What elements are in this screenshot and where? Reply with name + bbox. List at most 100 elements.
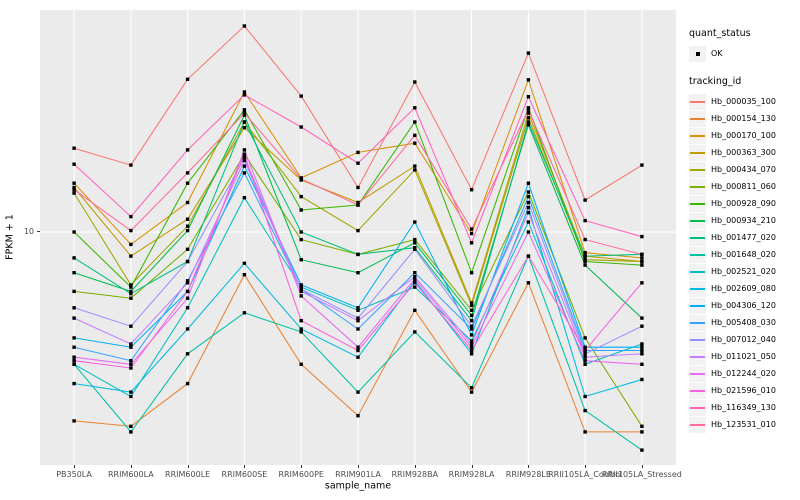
x-tick-mark bbox=[244, 465, 246, 468]
data-point bbox=[242, 156, 247, 160]
line-swatch-icon bbox=[690, 100, 705, 103]
data-point bbox=[526, 95, 531, 99]
data-point bbox=[413, 275, 417, 279]
legend-item-label: Hb_000363_300 bbox=[711, 148, 776, 157]
data-point bbox=[583, 258, 587, 262]
legend-key-line bbox=[689, 348, 706, 365]
data-point bbox=[413, 330, 417, 334]
data-point bbox=[640, 362, 644, 366]
legend-title-quant-status: quant_status bbox=[689, 28, 751, 39]
line-swatch-icon bbox=[690, 168, 705, 171]
x-tick-mark bbox=[528, 465, 530, 468]
data-point bbox=[526, 220, 531, 224]
legend-item: Hb_001477_020 bbox=[689, 229, 799, 246]
data-point bbox=[469, 319, 474, 323]
data-point bbox=[72, 362, 76, 366]
data-point bbox=[526, 281, 531, 285]
legend-item: Hb_012244_020 bbox=[689, 365, 799, 382]
data-point bbox=[526, 254, 531, 258]
data-point bbox=[299, 283, 303, 287]
line-swatch-icon bbox=[690, 321, 705, 324]
data-point bbox=[242, 158, 247, 163]
data-point bbox=[185, 381, 190, 386]
data-point bbox=[299, 362, 303, 366]
data-point bbox=[356, 252, 360, 257]
data-point bbox=[413, 308, 417, 312]
data-point bbox=[299, 237, 303, 242]
data-point bbox=[299, 327, 303, 331]
legend-key-line bbox=[689, 365, 706, 382]
line-swatch-icon bbox=[690, 372, 705, 375]
data-point bbox=[129, 292, 133, 296]
legend-item: Hb_000928_090 bbox=[689, 195, 799, 212]
data-point bbox=[640, 252, 644, 257]
data-point bbox=[640, 448, 644, 452]
legend-key-line bbox=[689, 195, 706, 212]
data-point bbox=[583, 237, 587, 242]
data-point bbox=[72, 381, 76, 386]
data-point bbox=[640, 430, 644, 434]
legend-item: Hb_000035_100 bbox=[689, 93, 799, 110]
x-tick-label: PB350LA bbox=[56, 470, 92, 479]
y-tick-mark bbox=[37, 231, 40, 232]
legend-key-line bbox=[689, 110, 706, 127]
data-point bbox=[526, 108, 531, 112]
data-point bbox=[299, 287, 303, 291]
data-point bbox=[129, 283, 133, 287]
data-point bbox=[469, 188, 474, 192]
legend-item: Hb_000811_060 bbox=[689, 178, 799, 195]
legend-item: Hb_001648_020 bbox=[689, 246, 799, 263]
legend-key-line bbox=[689, 297, 706, 314]
data-point bbox=[469, 342, 474, 346]
data-point bbox=[129, 366, 133, 370]
data-point bbox=[185, 247, 190, 251]
legend-item-label: Hb_021596_010 bbox=[711, 386, 776, 395]
data-point bbox=[185, 224, 190, 228]
data-point bbox=[129, 345, 133, 349]
x-tick-mark bbox=[130, 465, 132, 468]
x-tick-mark bbox=[585, 465, 587, 468]
data-point bbox=[413, 247, 417, 251]
legend-key-point bbox=[689, 45, 706, 62]
data-point bbox=[583, 259, 587, 264]
data-point bbox=[356, 150, 360, 155]
x-tick-mark bbox=[74, 465, 76, 468]
x-tick-mark bbox=[187, 465, 189, 468]
legend-item-label: Hb_004306_120 bbox=[711, 301, 776, 310]
legend-key-line bbox=[689, 229, 706, 246]
data-point bbox=[242, 90, 247, 94]
data-point bbox=[356, 308, 360, 312]
legend-item-label: Hb_001477_020 bbox=[711, 233, 776, 242]
data-point bbox=[469, 313, 474, 318]
line-swatch-icon bbox=[690, 236, 705, 239]
data-point bbox=[299, 294, 303, 298]
data-point bbox=[185, 77, 190, 81]
data-point bbox=[526, 78, 531, 82]
data-point bbox=[356, 319, 360, 323]
data-point bbox=[469, 303, 474, 308]
data-point bbox=[640, 256, 644, 260]
data-point bbox=[640, 352, 644, 356]
data-point bbox=[469, 327, 474, 331]
data-point bbox=[129, 430, 133, 434]
x-tick-label: RRIM901LA bbox=[335, 470, 381, 479]
data-point bbox=[413, 237, 417, 242]
legend-item-label: Hb_000154_130 bbox=[711, 114, 776, 123]
data-point bbox=[583, 218, 587, 223]
line-swatch-icon bbox=[690, 389, 705, 392]
plot-panel bbox=[40, 10, 676, 465]
legend-item: Hb_000170_100 bbox=[689, 127, 799, 144]
data-point bbox=[640, 259, 644, 264]
legend-item: Hb_002521_020 bbox=[689, 263, 799, 280]
data-point bbox=[185, 352, 190, 356]
data-point bbox=[640, 163, 644, 167]
data-point bbox=[526, 106, 531, 110]
legend: quant_status OK tracking_id Hb_000035_10… bbox=[689, 28, 799, 433]
x-tick-label: RRII105LA_Stressed bbox=[602, 470, 682, 479]
data-point bbox=[583, 355, 587, 359]
data-point bbox=[583, 336, 587, 340]
x-tick-mark bbox=[358, 465, 359, 468]
data-point bbox=[129, 342, 133, 346]
legend-item: Hb_123531_010 bbox=[689, 416, 799, 433]
legend-item: Hb_000154_130 bbox=[689, 110, 799, 127]
